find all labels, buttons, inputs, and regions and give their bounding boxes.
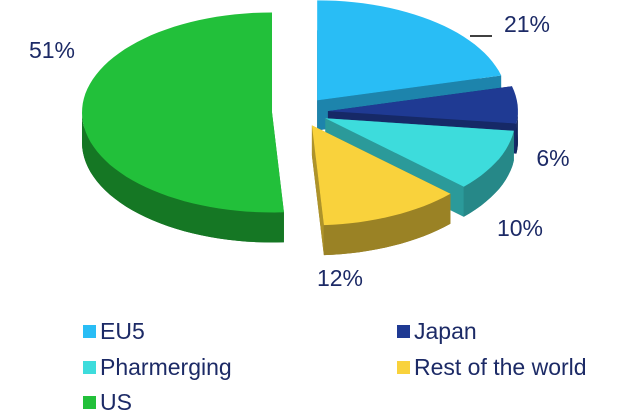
data-label: 51% <box>29 37 75 63</box>
slice-face <box>82 112 284 243</box>
legend-swatch <box>83 361 96 374</box>
slice-face <box>311 125 451 226</box>
legend-swatch <box>397 325 410 338</box>
legend-label: Japan <box>414 318 477 344</box>
legend-swatch <box>83 325 96 338</box>
data-label: 21% <box>504 11 550 37</box>
legend-swatch <box>83 396 96 409</box>
data-label: 12% <box>317 265 363 291</box>
slice-face <box>463 130 514 217</box>
legend-label: Rest of the world <box>414 354 587 380</box>
slice-face <box>325 118 514 187</box>
data-label: 10% <box>497 215 543 241</box>
legend-swatch <box>397 361 410 374</box>
slice-face <box>317 0 502 101</box>
legend-label: US <box>100 389 132 415</box>
slice-face <box>311 125 324 256</box>
slice-face <box>82 12 284 213</box>
slice-face <box>516 111 518 154</box>
slice-face <box>323 193 451 256</box>
legend-label: Pharmerging <box>100 354 232 380</box>
slice-face <box>327 86 518 124</box>
slice <box>82 12 284 243</box>
legend-label: EU5 <box>100 318 145 344</box>
data-label: 6% <box>536 145 569 171</box>
slice <box>311 125 451 256</box>
